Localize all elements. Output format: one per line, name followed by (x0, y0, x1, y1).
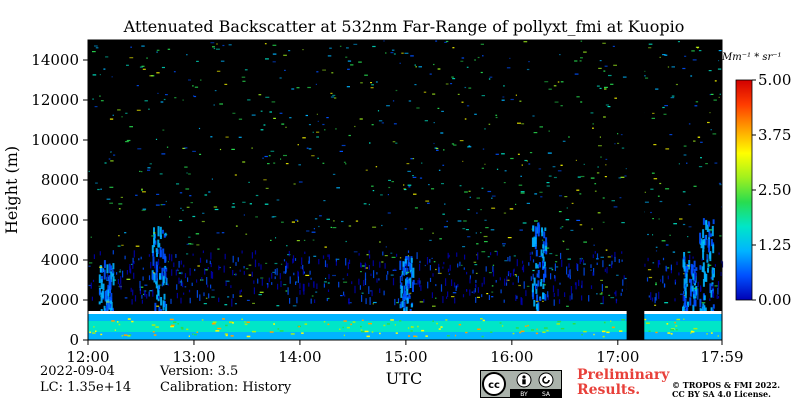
x-axis: 12:00 13:00 14:00 15:00 16:00 17:00 17:59 (66, 340, 744, 366)
y-tick-label: 10000 (31, 131, 79, 149)
y-tick-label: 4000 (41, 251, 79, 269)
colorbar-tick-label: 2.50 (758, 181, 791, 199)
data-gap (626, 40, 645, 340)
svg-text:cc: cc (488, 380, 500, 391)
y-axis-label: Height (m) (2, 146, 21, 234)
copyright-line-1: © TROPOS & FMI 2022. (672, 380, 781, 390)
preliminary-line-2: Results. (577, 382, 641, 398)
badge-sa-label: SA (542, 391, 551, 398)
cloud-top-layer (88, 311, 722, 314)
y-tick-label: 6000 (41, 211, 79, 229)
colorbar (735, 79, 753, 301)
aerosol-plumes (98, 218, 715, 323)
share-alike-icon (538, 372, 554, 388)
colorbar-tick-label: 1.25 (758, 236, 791, 254)
date-label: 2022-09-04 (40, 364, 115, 379)
x-tick-label: 17:59 (700, 348, 743, 366)
colorbar-tick-label: 0.00 (758, 291, 791, 309)
colorbar-ticks: 0.00 1.25 2.50 3.75 5.00 (752, 71, 791, 309)
version-label: Version: 3.5 (160, 364, 239, 379)
y-tick-label: 8000 (41, 171, 79, 189)
y-tick-label: 14000 (31, 51, 79, 69)
x-tick-label: 13:00 (172, 348, 215, 366)
preliminary-line-1: Preliminary (577, 367, 670, 383)
chart-title: Attenuated Backscatter at 532nm Far-Rang… (123, 17, 685, 36)
x-tick-label: 16:00 (490, 348, 533, 366)
y-tick-label: 12000 (31, 91, 79, 109)
badge-by-label: BY (520, 391, 528, 398)
x-tick-label: 17:00 (596, 348, 639, 366)
colorbar-tick-label: 5.00 (758, 71, 791, 89)
signal-noise (88, 40, 724, 307)
copyright-line-2: CC BY SA 4.0 License. (672, 389, 771, 399)
x-tick-label: 12:00 (66, 348, 109, 366)
y-axis: 0 2000 4000 6000 8000 10000 12000 14000 (31, 51, 88, 349)
colorbar-unit-label: Mm⁻¹ * sr⁻¹ (721, 52, 782, 63)
x-axis-label: UTC (386, 369, 422, 388)
y-tick-label: 2000 (41, 291, 79, 309)
copyright-note: © TROPOS & FMI 2022. CC BY SA 4.0 Licens… (672, 381, 780, 399)
cc-license-badge: cc BY SA (480, 370, 562, 398)
colorbar-tick-label: 3.75 (758, 126, 791, 144)
y-tick-label: 0 (69, 331, 79, 349)
x-tick-label: 14:00 (278, 348, 321, 366)
x-tick-label: 15:00 (384, 348, 427, 366)
boundary-layer (88, 311, 722, 340)
lidar-constant: LC: 1.35e+14 (40, 380, 132, 395)
calibration-label: Calibration: History (160, 380, 292, 395)
preliminary-results-note: Preliminary Results. (577, 368, 669, 398)
plot-frame (87, 39, 723, 341)
cc-icon (482, 372, 506, 396)
